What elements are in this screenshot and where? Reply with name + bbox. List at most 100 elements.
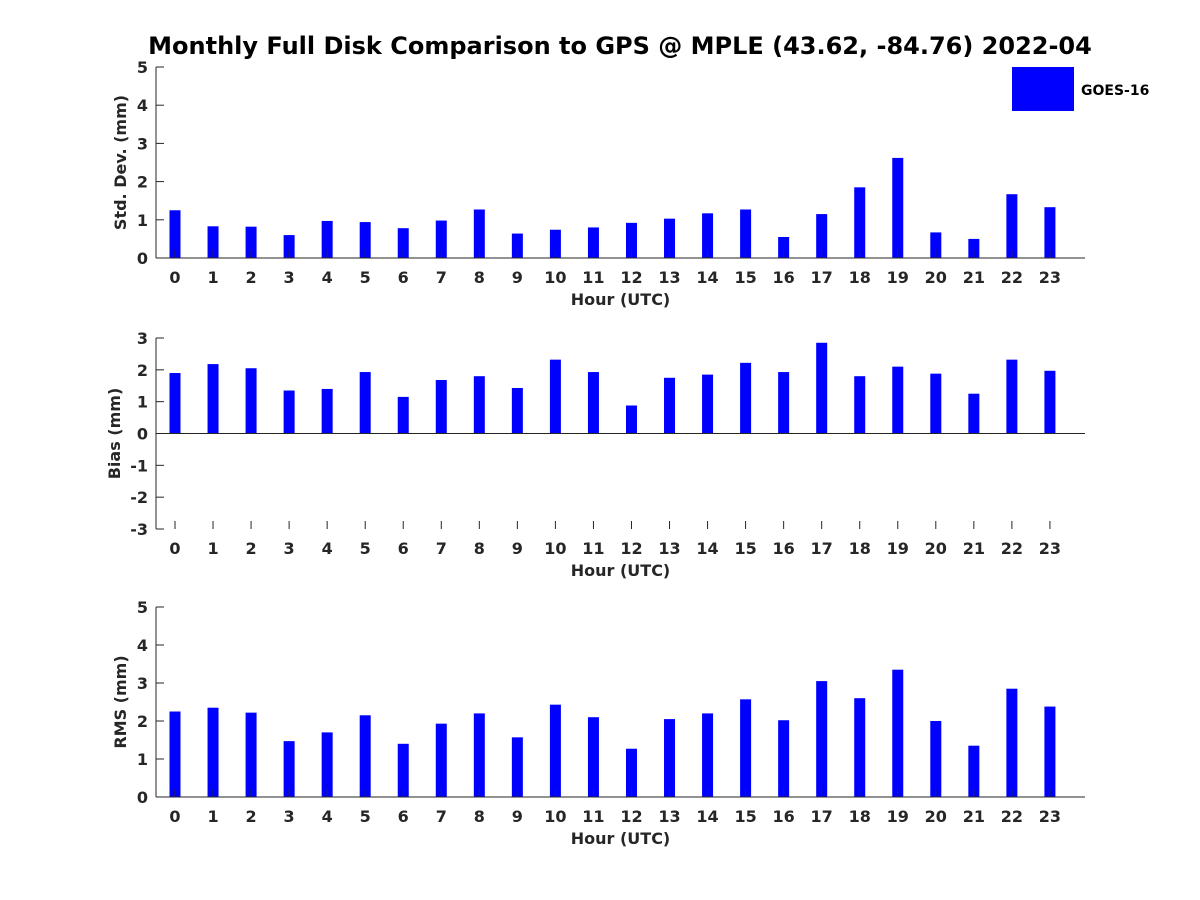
x-tick-label: 18 <box>849 268 871 287</box>
x-tick-label: 6 <box>398 268 409 287</box>
x-tick-label: 1 <box>207 539 218 558</box>
bar-hour-4 <box>321 220 333 258</box>
x-tick-label: 2 <box>246 539 257 558</box>
x-tick-label: 11 <box>582 268 604 287</box>
x-tick-label: 11 <box>582 539 604 558</box>
legend: GOES-16 <box>1012 67 1149 111</box>
x-tick-label: 14 <box>696 268 718 287</box>
bar-hour-2 <box>245 368 257 434</box>
bar-hour-3 <box>283 741 295 797</box>
bar-hour-4 <box>321 388 333 434</box>
bar-hour-18 <box>854 187 866 258</box>
bar-hour-22 <box>1006 359 1018 434</box>
y-axis-label: Bias (mm) <box>105 388 124 480</box>
bar-hour-18 <box>854 698 866 797</box>
bar-hour-16 <box>778 236 790 258</box>
bar-hour-20 <box>930 373 942 434</box>
y-tick-label: -1 <box>130 456 148 475</box>
bar-hour-8 <box>473 713 485 797</box>
x-tick-label: 23 <box>1039 539 1061 558</box>
bar-hour-11 <box>587 227 599 258</box>
bar-hour-15 <box>740 209 752 258</box>
x-tick-label: 7 <box>436 539 447 558</box>
x-tick-label: 13 <box>658 268 680 287</box>
bar-hour-15 <box>740 362 752 434</box>
bar-hour-5 <box>359 372 371 434</box>
x-tick-label: 8 <box>474 539 485 558</box>
figure-title: Monthly Full Disk Comparison to GPS @ MP… <box>148 32 1092 60</box>
x-tick-label: 17 <box>811 268 833 287</box>
bar-hour-3 <box>283 390 295 434</box>
y-tick-label: 0 <box>137 249 148 268</box>
bar-hour-19 <box>892 157 904 258</box>
x-tick-label: 16 <box>773 807 795 826</box>
bar-hour-17 <box>816 214 828 258</box>
bar-hour-0 <box>169 711 181 797</box>
y-tick-label: 4 <box>137 636 148 655</box>
x-tick-label: 1 <box>207 268 218 287</box>
y-tick-label: 2 <box>137 361 148 380</box>
x-tick-label: 23 <box>1039 268 1061 287</box>
bar-hour-10 <box>549 704 561 797</box>
bar-hour-7 <box>435 220 447 258</box>
y-tick-label: 3 <box>137 134 148 153</box>
y-tick-label: 0 <box>137 425 148 444</box>
x-tick-label: 10 <box>544 539 566 558</box>
x-tick-label: 15 <box>734 539 756 558</box>
bar-hour-17 <box>816 681 828 797</box>
x-tick-label: 21 <box>963 807 985 826</box>
x-tick-label: 19 <box>887 268 909 287</box>
x-tick-label: 22 <box>1001 268 1023 287</box>
x-tick-label: 7 <box>436 268 447 287</box>
bar-hour-13 <box>664 218 676 258</box>
bar-hour-16 <box>778 372 790 434</box>
x-tick-label: 19 <box>887 539 909 558</box>
y-tick-label: -2 <box>130 488 148 507</box>
bar-hour-7 <box>435 380 447 434</box>
x-tick-label: 22 <box>1001 807 1023 826</box>
bar-hour-14 <box>702 374 714 434</box>
x-tick-label: 19 <box>887 807 909 826</box>
bar-hour-1 <box>207 707 219 797</box>
bar-hour-13 <box>664 719 676 797</box>
x-tick-label: 6 <box>398 807 409 826</box>
y-tick-label: 4 <box>137 96 148 115</box>
bar-hour-2 <box>245 226 257 258</box>
x-tick-label: 2 <box>246 268 257 287</box>
bar-hour-23 <box>1044 370 1056 434</box>
bar-hour-12 <box>625 222 637 258</box>
y-tick-label: 1 <box>137 211 148 230</box>
bar-hour-6 <box>397 743 409 797</box>
y-tick-label: 2 <box>137 173 148 192</box>
bar-hour-21 <box>968 745 980 797</box>
x-tick-label: 10 <box>544 807 566 826</box>
x-tick-label: 1 <box>207 807 218 826</box>
bar-hour-21 <box>968 238 980 258</box>
x-tick-label: 21 <box>963 268 985 287</box>
bar-hour-22 <box>1006 688 1018 797</box>
bar-hour-4 <box>321 732 333 797</box>
y-axis-label: RMS (mm) <box>111 655 130 748</box>
x-axis-label: Hour (UTC) <box>571 290 671 309</box>
bar-hour-16 <box>778 720 790 797</box>
x-tick-label: 16 <box>773 539 795 558</box>
bar-hour-1 <box>207 226 219 258</box>
y-tick-label: 3 <box>137 674 148 693</box>
bar-hour-11 <box>587 717 599 797</box>
x-tick-label: 3 <box>284 268 295 287</box>
bar-hour-3 <box>283 235 295 258</box>
x-tick-label: 0 <box>169 268 180 287</box>
bar-hour-0 <box>169 210 181 258</box>
bar-hour-9 <box>511 737 523 797</box>
bar-hour-10 <box>549 229 561 258</box>
x-tick-label: 7 <box>436 807 447 826</box>
bar-hour-6 <box>397 228 409 258</box>
bar-hour-8 <box>473 209 485 258</box>
x-tick-label: 17 <box>811 539 833 558</box>
bar-hour-18 <box>854 376 866 434</box>
x-tick-label: 21 <box>963 539 985 558</box>
